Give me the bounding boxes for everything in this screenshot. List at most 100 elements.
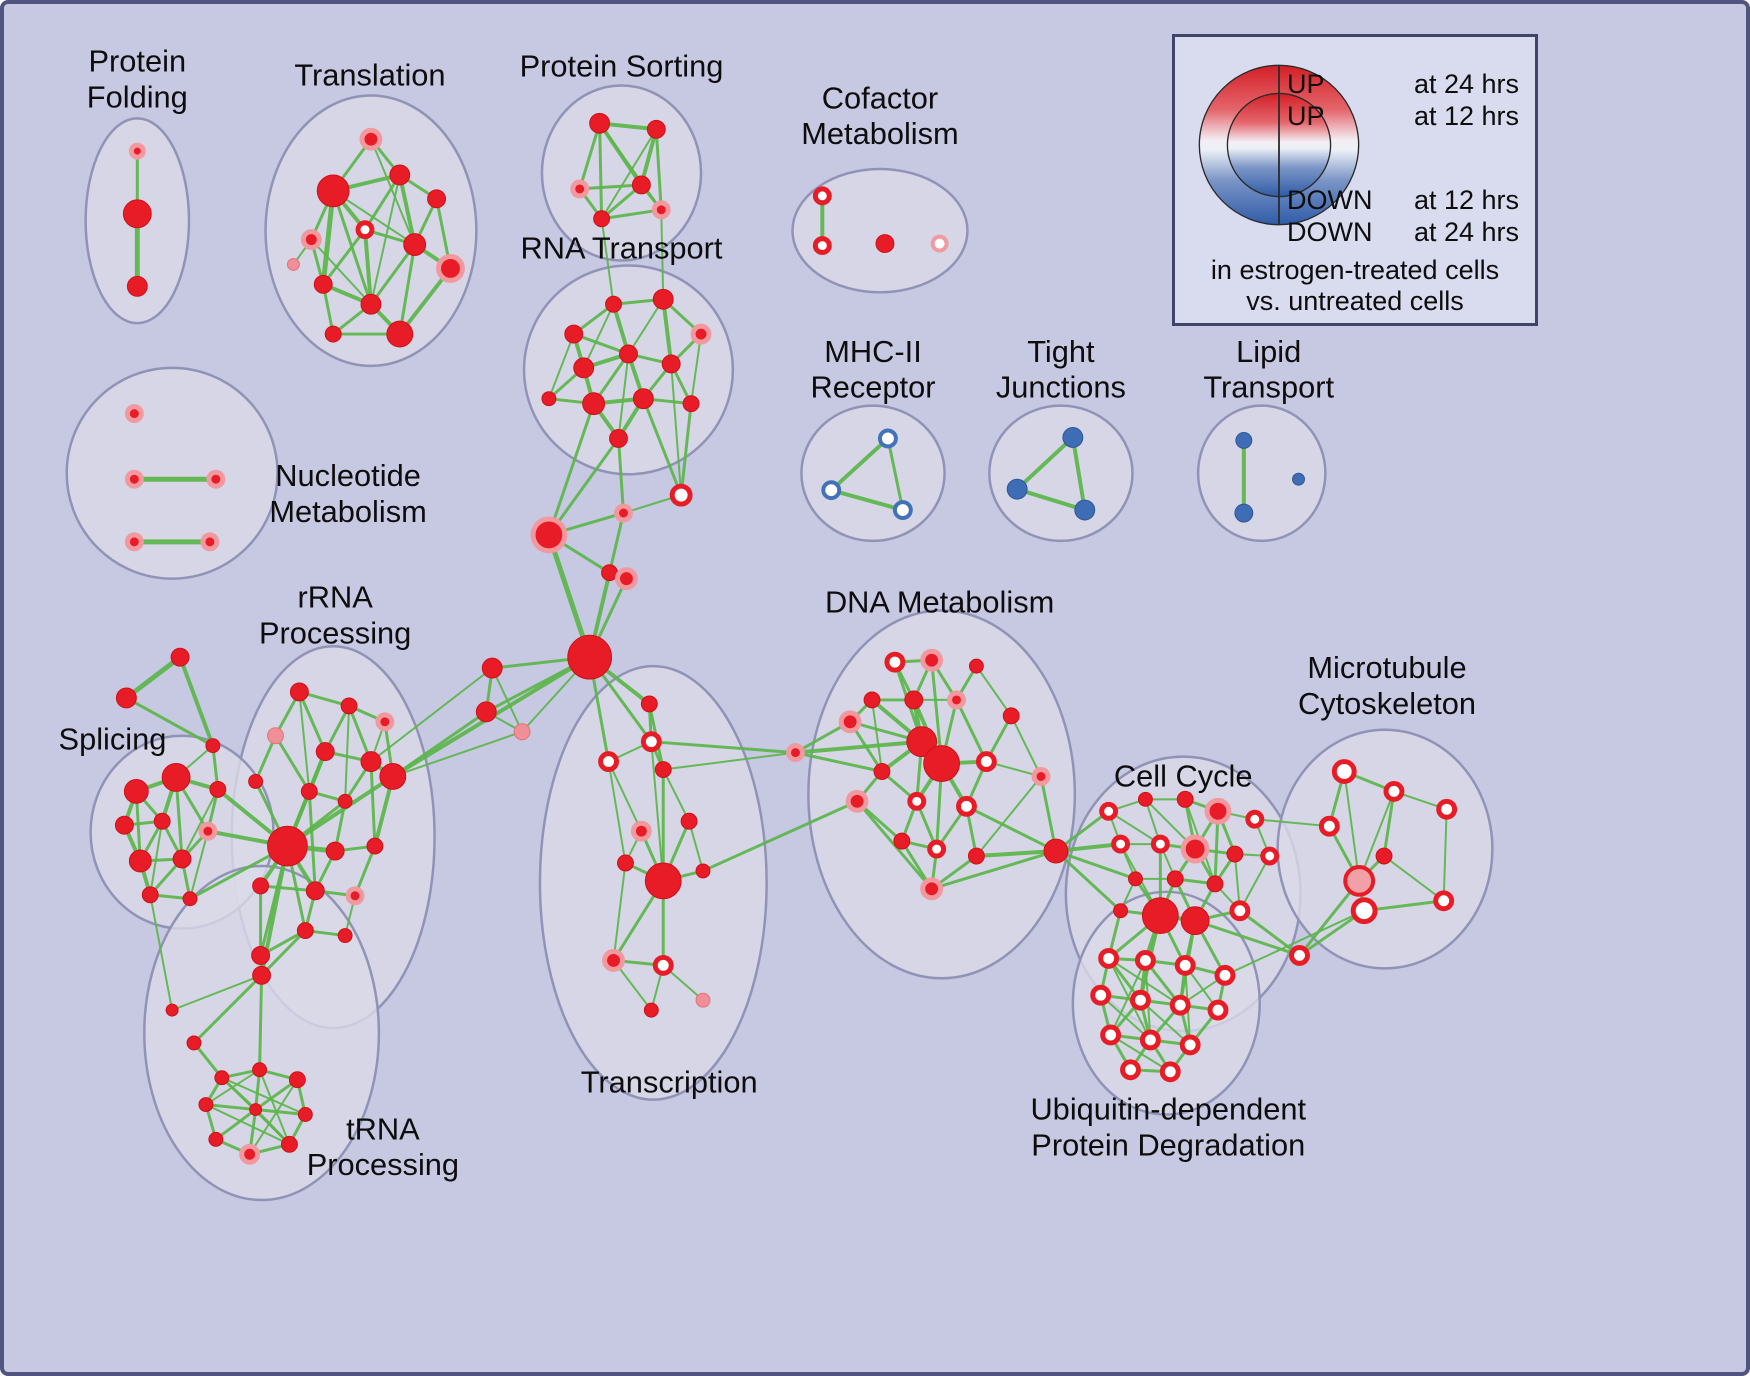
network-node-rt2 <box>605 295 622 313</box>
network-node-d10 <box>923 745 961 782</box>
network-node-t5 <box>300 229 322 251</box>
legend-caption-line1: in estrogen-treated cells <box>1210 255 1500 285</box>
cluster-label-dna-metabolism: DNA Metabolism <box>825 584 1054 619</box>
network-edge <box>123 654 183 701</box>
network-edge <box>192 973 264 1045</box>
legend-box: UP at 24 hrs UP at 12 hrs DOWN at 12 hrs… <box>1172 34 1538 326</box>
network-edge <box>617 352 630 440</box>
network-node-tx3 <box>598 751 619 773</box>
network-edge <box>639 127 659 187</box>
network-node-trc5 <box>280 1135 298 1153</box>
network-edge <box>398 243 417 336</box>
network-edge <box>204 1103 291 1146</box>
network-node-tx4 <box>654 761 672 778</box>
cluster-label-transcription: Transcription <box>581 1065 758 1100</box>
network-edge <box>1107 810 1162 846</box>
network-node-lt2 <box>1234 503 1254 523</box>
cluster-label-microtubule-cytoskeleton: Cytoskeleton <box>1298 686 1476 721</box>
network-node-hb5 <box>615 567 638 591</box>
network-node-d3 <box>920 648 944 672</box>
network-node-mh2 <box>821 480 842 501</box>
network-node-c15 <box>1180 906 1210 936</box>
network-node-r6 <box>360 751 382 773</box>
network-edge <box>701 799 859 873</box>
network-node-tx2 <box>640 731 662 753</box>
network-node-mconn <box>1289 944 1310 966</box>
network-edge <box>1054 849 1137 881</box>
network-edge <box>1383 855 1445 902</box>
network-edge <box>662 751 797 771</box>
network-edge <box>974 849 1058 859</box>
network-edge <box>612 861 627 962</box>
network-node-d6 <box>904 690 924 710</box>
network-node-nm1 <box>124 404 144 424</box>
network-node-c2 <box>1137 791 1153 807</box>
network-edge <box>171 974 263 1012</box>
network-node-c12 <box>1166 870 1184 888</box>
network-node-u3 <box>1174 954 1196 976</box>
network-node-d2 <box>884 651 906 673</box>
network-node-tj1 <box>1062 427 1084 448</box>
network-node-d18 <box>927 839 947 859</box>
network-node-c6 <box>1111 834 1131 854</box>
network-node-u8 <box>1207 999 1229 1021</box>
network-node-c4 <box>1204 797 1232 825</box>
network-node-ps2 <box>646 119 666 139</box>
network-node-c14 <box>1141 897 1179 935</box>
network-node-nm5 <box>200 532 220 552</box>
legend-caption-line2: vs. untreated cells <box>1246 286 1464 316</box>
network-node-t12 <box>324 325 342 343</box>
network-edge <box>1070 435 1087 513</box>
network-node-u2 <box>1134 949 1156 971</box>
network-node-tx1 <box>640 695 658 713</box>
cluster-ellipse-lipid-transport <box>1196 404 1327 543</box>
network-edge <box>660 208 665 301</box>
network-node-t8 <box>436 254 465 283</box>
network-node-rt3 <box>652 288 674 310</box>
cluster-label-lipid-transport: Transport <box>1203 370 1334 405</box>
network-node-r16 <box>296 922 314 940</box>
network-node-d11 <box>975 751 997 773</box>
network-edge <box>871 698 883 773</box>
network-edge <box>661 297 674 366</box>
network-node-mh1 <box>877 428 898 449</box>
network-node-mh3 <box>892 500 913 520</box>
network-edge <box>547 333 575 400</box>
network-edge <box>572 332 630 356</box>
cluster-label-trna-processing: tRNA <box>346 1111 420 1146</box>
network-node-c10 <box>1260 846 1280 866</box>
network-edge <box>214 1108 258 1141</box>
network-node-tx7 <box>644 862 682 900</box>
network-node-t2 <box>316 174 350 208</box>
network-node-hb3 <box>530 516 568 554</box>
network-edge <box>1442 808 1448 902</box>
network-edge <box>310 238 372 306</box>
network-node-pf1 <box>128 142 146 160</box>
network-node-u5 <box>1090 984 1112 1006</box>
network-edge <box>1358 790 1395 882</box>
cluster-label-lipid-transport: Lipid <box>1236 334 1301 369</box>
network-node-trc6 <box>239 1143 261 1165</box>
network-node-m8 <box>1433 890 1455 912</box>
network-node-tj2 <box>1006 478 1028 500</box>
network-edge <box>307 789 317 893</box>
network-edge <box>254 1078 299 1112</box>
cluster-label-protein-folding: Folding <box>87 79 188 114</box>
network-node-r14 <box>305 881 325 901</box>
network-edge <box>829 436 890 493</box>
network-node-nm4 <box>124 532 144 552</box>
network-node-u9 <box>1100 1024 1122 1046</box>
cluster-ellipse-nucleotide-metabolism <box>65 366 279 580</box>
network-edge <box>344 704 351 803</box>
network-node-d8 <box>1002 707 1020 725</box>
cluster-label-cofactor-metabolism: Metabolism <box>801 116 958 151</box>
network-node-c1 <box>1099 801 1119 821</box>
network-node-t6 <box>355 220 375 240</box>
network-edge <box>688 820 704 872</box>
network-edge <box>369 760 377 848</box>
network-edge <box>1107 957 1182 1007</box>
network-edge <box>607 760 643 833</box>
network-node-ps4 <box>631 175 651 195</box>
